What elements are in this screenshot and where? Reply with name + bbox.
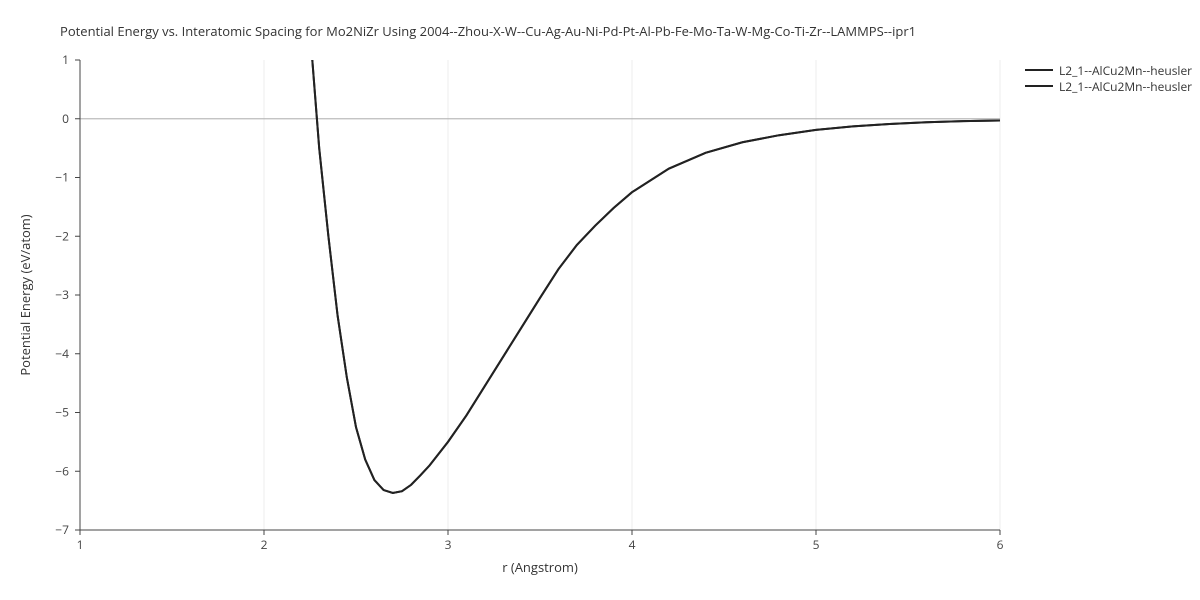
axes-svg: 123456−7−6−5−4−3−2−101r (Angstrom)Potent… — [80, 60, 1000, 530]
x-tick-label: 2 — [261, 536, 268, 553]
legend-item[interactable]: L2_1--AlCu2Mn--heusler — [1025, 78, 1192, 94]
y-tick-label: −4 — [55, 345, 69, 362]
y-tick-label: 1 — [62, 51, 69, 68]
x-tick-label: 3 — [445, 536, 452, 553]
plot-area[interactable]: 123456−7−6−5−4−3−2−101r (Angstrom)Potent… — [80, 60, 1000, 530]
y-tick-label: −5 — [55, 404, 69, 421]
x-axis-title: r (Angstrom) — [502, 558, 578, 576]
x-tick-label: 1 — [77, 536, 84, 553]
x-tick-label: 5 — [813, 536, 820, 553]
x-tick-label: 6 — [997, 536, 1004, 553]
series-group — [282, 0, 1000, 493]
legend-label: L2_1--AlCu2Mn--heusler — [1059, 62, 1192, 79]
legend-swatch — [1025, 85, 1053, 87]
y-tick-label: −2 — [55, 227, 69, 244]
legend-label: L2_1--AlCu2Mn--heusler — [1059, 78, 1192, 95]
y-axis-title: Potential Energy (eV/atom) — [16, 214, 34, 375]
legend-item[interactable]: L2_1--AlCu2Mn--heusler — [1025, 62, 1192, 78]
y-tick-label: −6 — [55, 462, 69, 479]
chart-title: Potential Energy vs. Interatomic Spacing… — [0, 22, 1200, 40]
y-tick-label: −1 — [55, 169, 69, 186]
series-line-0 — [282, 0, 1000, 493]
series-line-1 — [282, 0, 1000, 493]
chart-container: Potential Energy vs. Interatomic Spacing… — [0, 0, 1200, 600]
y-tick-label: −7 — [55, 521, 69, 538]
legend-swatch — [1025, 69, 1053, 71]
legend[interactable]: L2_1--AlCu2Mn--heuslerL2_1--AlCu2Mn--heu… — [1025, 62, 1192, 94]
x-tick-label: 4 — [629, 536, 636, 553]
y-tick-label: −3 — [55, 286, 69, 303]
y-tick-label: 0 — [62, 110, 69, 127]
